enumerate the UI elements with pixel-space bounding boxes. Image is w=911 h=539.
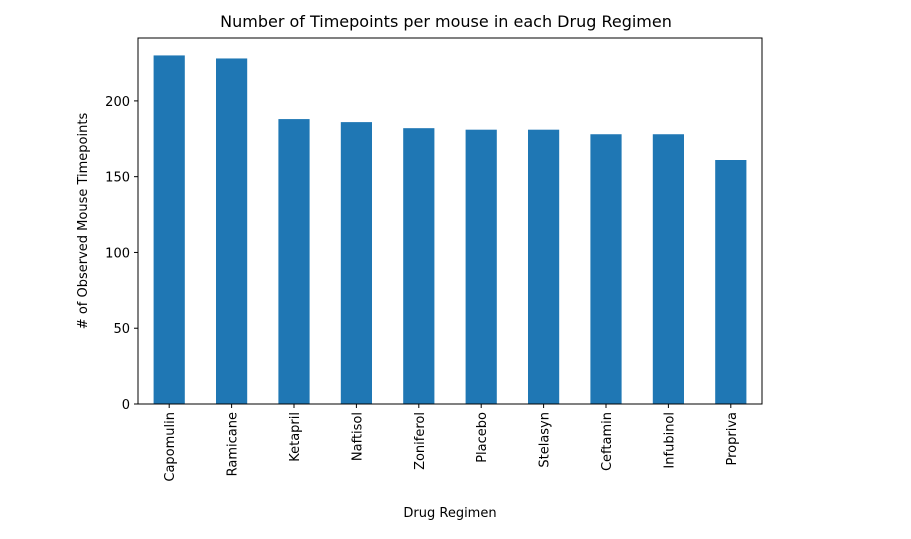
- x-tick-label: Infubinol: [662, 412, 677, 469]
- bar-propriva: [715, 160, 747, 404]
- y-tick-label: 0: [122, 398, 130, 413]
- chart-title: Number of Timepoints per mouse in each D…: [220, 12, 672, 31]
- x-tick-label: Zoniferol: [413, 412, 428, 470]
- x-tick-label: Ramicane: [226, 412, 241, 476]
- bars-group: [153, 55, 747, 405]
- bar-naftisol: [340, 122, 372, 404]
- x-tick-label: Capomulin: [163, 412, 178, 482]
- bar-ceftamin: [590, 134, 622, 404]
- bar-placebo: [465, 129, 497, 404]
- bar-stelasyn: [528, 129, 560, 404]
- y-tick-label: 200: [105, 95, 130, 110]
- x-tick-label: Placebo: [475, 412, 490, 463]
- bar-ketapril: [278, 119, 310, 404]
- y-tick-label: 150: [105, 171, 130, 186]
- y-tick-label: 50: [113, 322, 130, 337]
- bar-ramicane: [216, 58, 248, 405]
- x-tick-label: Naftisol: [350, 412, 365, 461]
- x-axis: Capomulin Ramicane Ketapril Naftisol Zonifer…: [163, 404, 740, 482]
- x-axis-label: Drug Regimen: [403, 506, 496, 521]
- y-axis: 0 50 100 150 200: [105, 95, 138, 413]
- plot-frame: [137, 37, 763, 405]
- x-tick-label: Stelasyn: [538, 412, 553, 468]
- bar-zoniferol: [403, 128, 435, 404]
- y-axis-label: # of Observed Mouse Timepoints: [76, 113, 91, 330]
- y-tick-label: 100: [105, 246, 130, 261]
- x-tick-label: Propriva: [725, 412, 740, 466]
- bar-capomulin: [153, 55, 185, 405]
- x-tick-label: Ceftamin: [600, 412, 615, 471]
- x-tick-label: Ketapril: [288, 412, 303, 462]
- bar-infubinol: [652, 134, 684, 404]
